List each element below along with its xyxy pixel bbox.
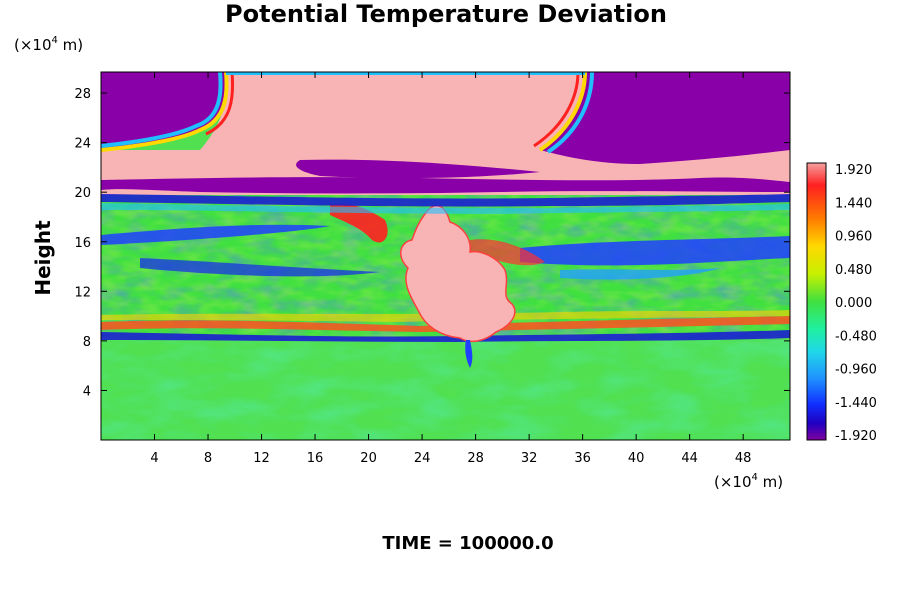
y-tick-label: 16 xyxy=(74,236,91,251)
transition-edge xyxy=(538,72,587,152)
central-plume xyxy=(400,204,516,343)
colorbar-label: 0.000 xyxy=(835,296,872,311)
x-tick-label: 12 xyxy=(253,451,270,466)
lower-layer-texture xyxy=(101,340,790,440)
y-tick-label: 8 xyxy=(83,335,91,350)
x-tick-label: 32 xyxy=(521,451,538,466)
blue-streak xyxy=(520,236,790,266)
y-axis-label: Height xyxy=(31,220,55,296)
colorbar-label: 0.480 xyxy=(835,263,872,278)
colorbar-label: -0.960 xyxy=(835,363,877,378)
x-tick-label: 44 xyxy=(681,451,698,466)
time-label: TIME = 100000.0 xyxy=(382,533,553,554)
plot-area xyxy=(101,72,790,440)
upper-purple-strip xyxy=(296,159,540,179)
y-tick-label: 28 xyxy=(74,87,91,102)
x-tick-label: 48 xyxy=(735,451,752,466)
x-tick-label: 28 xyxy=(467,451,484,466)
top-cold-line xyxy=(226,72,585,75)
x-unit-label: (×104 m) xyxy=(714,472,783,491)
colorbar-label: -0.480 xyxy=(835,329,877,344)
y-unit-label: (×104 m) xyxy=(14,35,83,54)
y-axis-ticks: 4 8 12 16 20 24 28 xyxy=(74,87,790,399)
top-pink-center xyxy=(200,72,585,150)
x-tick-label: 16 xyxy=(307,451,324,466)
blue-streak xyxy=(560,268,720,280)
x-tick-label: 40 xyxy=(628,451,645,466)
x-tick-label: 8 xyxy=(204,451,212,466)
warm-patch xyxy=(470,239,545,266)
warm-patch xyxy=(330,203,388,243)
colorbar-label: 0.960 xyxy=(835,230,872,245)
warm-streak xyxy=(101,316,790,332)
plume-tail xyxy=(465,340,473,368)
transition-edge xyxy=(101,72,223,148)
x-tick-label: 4 xyxy=(150,451,158,466)
x-axis-ticks: 4 8 12 16 20 24 28 32 36 40 44 48 xyxy=(150,72,751,466)
y-tick-label: 12 xyxy=(74,285,91,300)
colorbar-label: 1.440 xyxy=(835,196,872,211)
blue-streak xyxy=(101,224,330,245)
upper-cold-line xyxy=(101,203,790,214)
colorbar-labels: 1.920 1.440 0.960 0.480 0.000 -0.480 -0.960 -1.… xyxy=(835,163,877,444)
upper-purple-strip xyxy=(101,177,790,194)
chart-title: Potential Temperature Deviation xyxy=(225,0,667,28)
upper-cold-line xyxy=(101,194,790,207)
blue-streak xyxy=(140,258,380,277)
y-tick-label: 20 xyxy=(74,186,91,201)
transition-edge xyxy=(101,72,229,152)
plot-frame xyxy=(100,71,791,441)
transition-edge xyxy=(546,72,594,154)
x-tick-label: 24 xyxy=(414,451,431,466)
y-tick-label: 4 xyxy=(83,384,91,399)
colorbar-gradient xyxy=(806,162,827,441)
colorbar-label: -1.920 xyxy=(835,429,877,444)
x-tick-label: 20 xyxy=(360,451,377,466)
cold-streak xyxy=(101,330,790,342)
colorbar-label: 1.920 xyxy=(835,163,872,178)
top-right-purple xyxy=(540,72,790,164)
transition-edge xyxy=(533,72,580,148)
colorbar: 1.920 1.440 0.960 0.480 0.000 -0.480 -0.960 -1.… xyxy=(806,162,877,444)
transition-edge xyxy=(205,72,235,136)
x-tick-label: 36 xyxy=(574,451,591,466)
colorbar-label: -1.440 xyxy=(835,396,877,411)
y-tick-label: 24 xyxy=(74,137,91,152)
